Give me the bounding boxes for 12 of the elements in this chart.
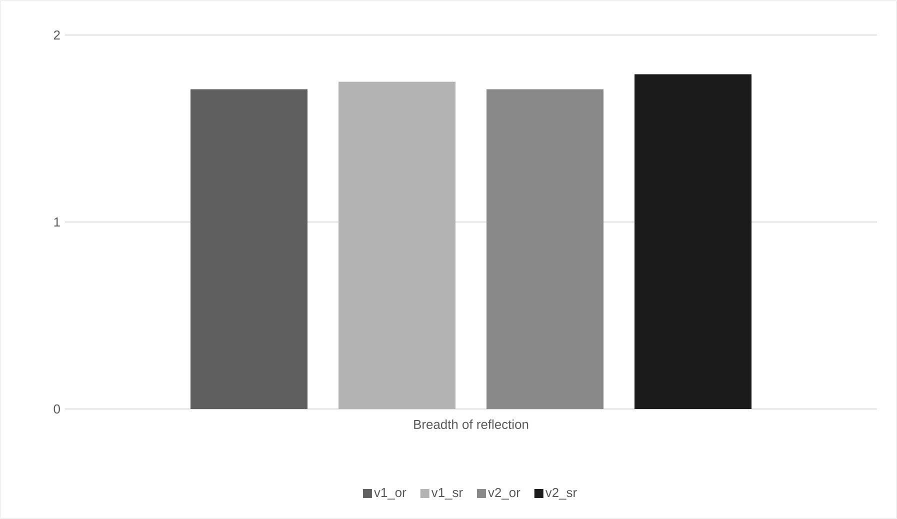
x-tick-label: Breadth of reflection bbox=[414, 420, 528, 430]
legend-label: v2_or bbox=[488, 488, 520, 500]
bar bbox=[338, 82, 456, 409]
legend-label: v2_sr bbox=[545, 488, 577, 500]
bar bbox=[634, 74, 752, 409]
bar bbox=[486, 89, 604, 409]
bar bbox=[190, 89, 308, 409]
y-tick-label: 0 bbox=[54, 404, 60, 414]
y-tick-label: 2 bbox=[54, 30, 60, 40]
legend-label: v1_or bbox=[374, 488, 406, 500]
y-tick-label: 1 bbox=[54, 218, 60, 226]
legend-label: v1_sr bbox=[431, 488, 463, 500]
